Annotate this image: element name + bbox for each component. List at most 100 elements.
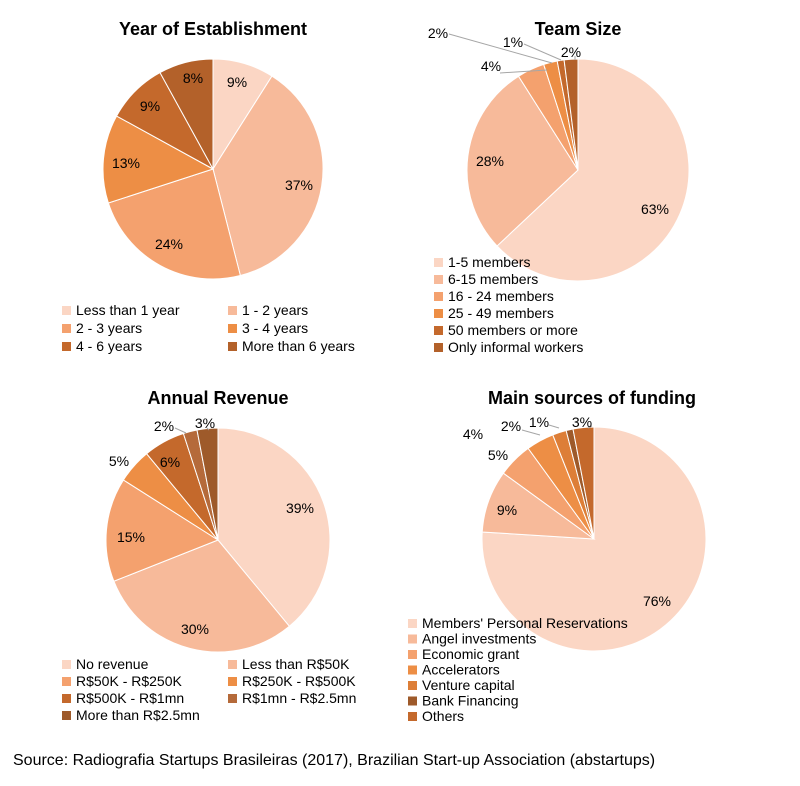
chart-0-legend-swatch-3 (228, 324, 237, 333)
chart-0-legend-swatch-5 (228, 342, 237, 351)
chart-3-data-label-2: 5% (488, 447, 508, 463)
chart-3-data-label-3: 4% (463, 426, 483, 442)
chart-1-legend-swatch-4 (434, 326, 443, 335)
chart-0-slice-3 (102, 115, 215, 204)
chart-0-slice-5 (159, 58, 214, 170)
chart-3-data-label-0: 76% (643, 593, 671, 609)
chart-1-legend-label-0: 1-5 members (448, 254, 530, 270)
chart-1-data-label-5: 2% (561, 44, 581, 60)
chart-2-legend-swatch-0 (62, 660, 71, 669)
chart-0-legend-swatch-1 (228, 306, 237, 315)
chart-0-title: Year of Establishment (119, 19, 307, 39)
chart-2-data-label-3: 5% (109, 453, 129, 469)
chart-1-legend-label-2: 16 - 24 members (448, 288, 554, 304)
chart-0-legend-swatch-2 (62, 324, 71, 333)
chart-0-slice-1 (212, 75, 324, 277)
chart-1-slice-1 (466, 75, 579, 247)
chart-0-slice-2 (107, 168, 241, 280)
chart-2-legend-swatch-5 (228, 694, 237, 703)
chart-0-legend-label-5: More than 6 years (242, 338, 355, 354)
chart-0-data-label-2: 24% (155, 236, 183, 252)
chart-1-legend-swatch-3 (434, 309, 443, 318)
chart-3-legend-label-1: Angel investments (422, 631, 536, 647)
source-note: Source: Radiografia Startups Brasileiras… (13, 752, 656, 769)
chart-3-legend-swatch-3 (408, 665, 417, 675)
chart-1-leader-2 (499, 69, 548, 74)
chart-0-legend-label-2: 2 - 3 years (76, 320, 142, 336)
chart-2-legend-label-2: R$50K - R$250K (76, 673, 183, 689)
chart-0-data-label-3: 13% (112, 155, 140, 171)
chart-3-data-label-1: 9% (497, 502, 517, 518)
chart-3-data-label-6: 3% (572, 414, 592, 430)
chart-2-legend-label-3: R$250K - R$500K (242, 673, 356, 689)
chart-2-legend-label-5: R$1mn - R$2.5mn (242, 690, 356, 706)
chart-1-data-label-2: 4% (481, 58, 501, 74)
chart-2-legend-swatch-6 (62, 711, 71, 720)
chart-2-data-label-4: 6% (160, 454, 180, 470)
chart-3-legend-swatch-6 (408, 712, 417, 721)
chart-1-data-label-4: 1% (503, 34, 523, 50)
chart-3-legend-swatch-5 (408, 696, 417, 706)
chart-0-legend-label-0: Less than 1 year (76, 302, 180, 318)
chart-1-slice-0 (496, 58, 690, 282)
chart-1-legend-swatch-1 (434, 275, 443, 284)
chart-2-legend-swatch-1 (228, 660, 237, 669)
chart-2-slice-0 (217, 427, 331, 628)
chart-2-legend-swatch-2 (62, 677, 71, 686)
chart-3-legend-swatch-2 (408, 650, 417, 659)
chart-2-data-label-6: 3% (195, 415, 215, 431)
chart-2-title: Annual Revenue (147, 388, 288, 408)
chart-1-legend-swatch-0 (434, 258, 443, 267)
chart-0-legend-swatch-4 (62, 342, 71, 351)
chart-1-title: Team Size (535, 19, 622, 39)
chart-3-legend-label-5: Bank Financing (422, 693, 519, 709)
chart-3-legend-label-2: Economic grant (422, 646, 519, 662)
chart-3-slice-6 (572, 426, 595, 540)
chart-2-legend-swatch-3 (228, 677, 237, 686)
chart-3-legend-label-4: Venture capital (422, 677, 515, 693)
chart-0-data-label-1: 37% (285, 177, 313, 193)
chart-2-leader-6 (206, 427, 210, 431)
chart-2-data-label-5: 2% (154, 418, 174, 434)
chart-3-data-label-4: 2% (501, 418, 521, 434)
chart-1-leader-3 (448, 33, 553, 64)
chart-3-title: Main sources of funding (488, 388, 696, 408)
chart-1-legend-label-5: Only informal workers (448, 339, 583, 355)
chart-3-data-label-5: 1% (529, 414, 549, 430)
chart-3-legend-swatch-4 (408, 681, 417, 690)
chart-3-legend-label-0: Members' Personal Reservations (422, 615, 628, 631)
chart-0-data-label-4: 9% (140, 98, 160, 114)
chart-2-legend-label-4: R$500K - R$1mn (76, 690, 184, 706)
chart-0-legend-swatch-0 (62, 306, 71, 315)
chart-2-slice-2 (105, 479, 220, 582)
chart-2-legend-label-0: No revenue (76, 656, 149, 672)
chart-0-data-label-0: 9% (227, 74, 247, 90)
chart-1-legend-label-1: 6-15 members (448, 271, 538, 287)
chart-3-leader-4 (521, 429, 541, 436)
chart-3-legend-label-3: Accelerators (422, 662, 500, 678)
chart-3-leader-5 (548, 424, 560, 429)
chart-2-slice-1 (113, 539, 291, 653)
chart-2-legend-label-1: Less than R$50K (242, 656, 350, 672)
chart-1-data-label-1: 28% (476, 153, 504, 169)
chart-1-data-label-0: 63% (641, 201, 669, 217)
chart-0-legend-label-1: 1 - 2 years (242, 302, 308, 318)
chart-0-legend-label-4: 4 - 6 years (76, 338, 142, 354)
chart-1-legend-label-3: 25 - 49 members (448, 305, 554, 321)
chart-1-slice-5 (563, 58, 579, 171)
chart-2-data-label-2: 15% (117, 529, 145, 545)
chart-2-data-label-0: 39% (286, 500, 314, 516)
chart-3-leader-6 (587, 425, 593, 429)
chart-1-leader-4 (523, 43, 562, 61)
chart-2-legend-label-6: More than R$2.5mn (76, 707, 200, 723)
chart-0-data-label-5: 8% (183, 70, 203, 86)
chart-3-legend-label-6: Others (422, 708, 464, 724)
chart-2-data-label-1: 30% (181, 621, 209, 637)
chart-3-legend-swatch-0 (408, 619, 417, 628)
chart-1-data-label-3: 2% (428, 25, 448, 41)
chart-1-legend-swatch-5 (434, 343, 443, 352)
chart-2-legend-swatch-4 (62, 694, 71, 703)
chart-1-legend-label-4: 50 members or more (448, 322, 578, 338)
chart-2-leader-5 (174, 427, 187, 434)
